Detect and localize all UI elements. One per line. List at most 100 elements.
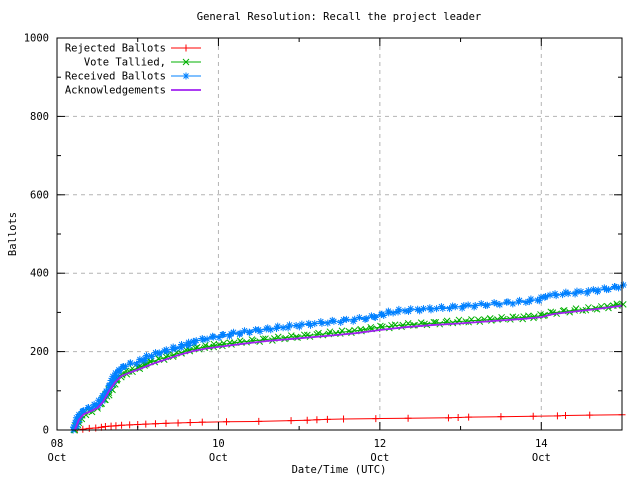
marker-plus — [151, 420, 159, 428]
marker-star — [407, 305, 415, 313]
marker-star — [504, 298, 512, 306]
marker-star — [433, 305, 441, 313]
marker-star — [75, 411, 83, 419]
y-tick-label: 600 — [30, 189, 49, 201]
marker-star — [619, 281, 627, 289]
marker-star — [458, 304, 466, 312]
marker-star — [330, 317, 338, 325]
marker-star — [121, 363, 129, 371]
data-series — [69, 281, 627, 434]
marker-plus — [497, 413, 505, 421]
marker-star — [100, 392, 108, 400]
marker-star — [115, 366, 123, 374]
marker-plus — [313, 416, 321, 424]
marker-star — [178, 340, 186, 348]
marker-star — [132, 360, 140, 368]
marker-star — [371, 313, 379, 321]
legend-label-rejected-ballots: Rejected Ballots — [65, 43, 166, 55]
legend-key-samples — [171, 44, 201, 91]
marker-plus — [323, 415, 331, 423]
marker-plus — [255, 417, 263, 425]
marker-star — [324, 319, 332, 327]
marker-star — [401, 307, 409, 315]
x-tick-label: 10 — [212, 438, 225, 450]
marker-star — [241, 327, 249, 335]
y-tick-label: 200 — [30, 346, 49, 358]
marker-star — [109, 372, 117, 380]
marker-star — [564, 290, 572, 298]
marker-star — [509, 300, 517, 308]
marker-star — [535, 297, 543, 305]
marker-star — [298, 320, 306, 328]
legend-sample-2 — [171, 72, 201, 80]
series-vote-tallied — [70, 300, 627, 434]
marker-star — [295, 323, 303, 331]
marker-star — [559, 291, 567, 299]
marker-star — [577, 288, 585, 296]
marker-star — [272, 324, 280, 332]
marker-star — [615, 284, 623, 292]
marker-star — [284, 324, 292, 332]
series-rejected-ballots — [73, 411, 626, 434]
marker-star — [342, 315, 350, 323]
marker-star — [426, 304, 434, 312]
marker-star — [355, 313, 363, 321]
series-acknowledgements — [73, 304, 623, 431]
marker-star — [541, 293, 549, 301]
marker-star — [148, 352, 156, 360]
marker-star — [552, 292, 560, 300]
marker-star — [70, 423, 78, 431]
marker-star — [533, 296, 541, 304]
marker-plus — [118, 421, 126, 429]
y-axis-label: Ballots — [7, 212, 19, 256]
marker-star — [490, 299, 498, 307]
series-received-ballots — [69, 281, 627, 434]
marker-star — [172, 344, 180, 352]
marker-star — [215, 334, 223, 342]
marker-plus — [586, 411, 594, 419]
marker-star — [594, 286, 602, 294]
marker-star — [127, 359, 135, 367]
marker-star — [525, 298, 533, 306]
marker-cross — [391, 321, 399, 329]
marker-star — [185, 338, 193, 346]
legend-sample-1 — [171, 58, 201, 66]
marker-plus — [198, 418, 206, 426]
marker-star — [264, 324, 272, 332]
x-tick-label: Oct — [532, 452, 551, 464]
x-tick-label: 12 — [374, 438, 387, 450]
y-tick-label: 0 — [43, 425, 49, 437]
marker-star — [203, 335, 211, 343]
marker-star — [449, 302, 457, 310]
marker-star — [584, 287, 592, 295]
marker-plus — [303, 416, 311, 424]
marker-star — [337, 318, 345, 326]
marker-plus — [465, 413, 473, 421]
marker-cross — [367, 323, 375, 331]
marker-star — [583, 289, 591, 297]
marker-star — [113, 372, 121, 380]
marker-star — [537, 293, 545, 301]
marker-star — [605, 286, 613, 294]
marker-star — [380, 311, 388, 319]
marker-star — [72, 414, 80, 422]
marker-plus — [79, 425, 87, 433]
marker-star — [389, 309, 397, 317]
marker-star — [311, 320, 319, 328]
marker-cross — [326, 328, 334, 336]
marker-plus — [404, 414, 412, 422]
marker-star — [477, 300, 485, 308]
marker-star — [219, 331, 227, 339]
marker-star — [76, 413, 84, 421]
marker-cross — [404, 320, 412, 327]
legend: Rejected Ballots Vote Tallied, Received … — [65, 43, 201, 97]
x-tick-label: 08 — [51, 438, 64, 450]
marker-star — [182, 72, 190, 80]
marker-cross — [455, 316, 463, 324]
marker-star — [420, 305, 428, 313]
marker-star — [460, 302, 468, 310]
line-received-ballots — [72, 285, 623, 431]
axis-ticks — [56, 37, 623, 431]
line-vote-tallied — [74, 303, 623, 431]
